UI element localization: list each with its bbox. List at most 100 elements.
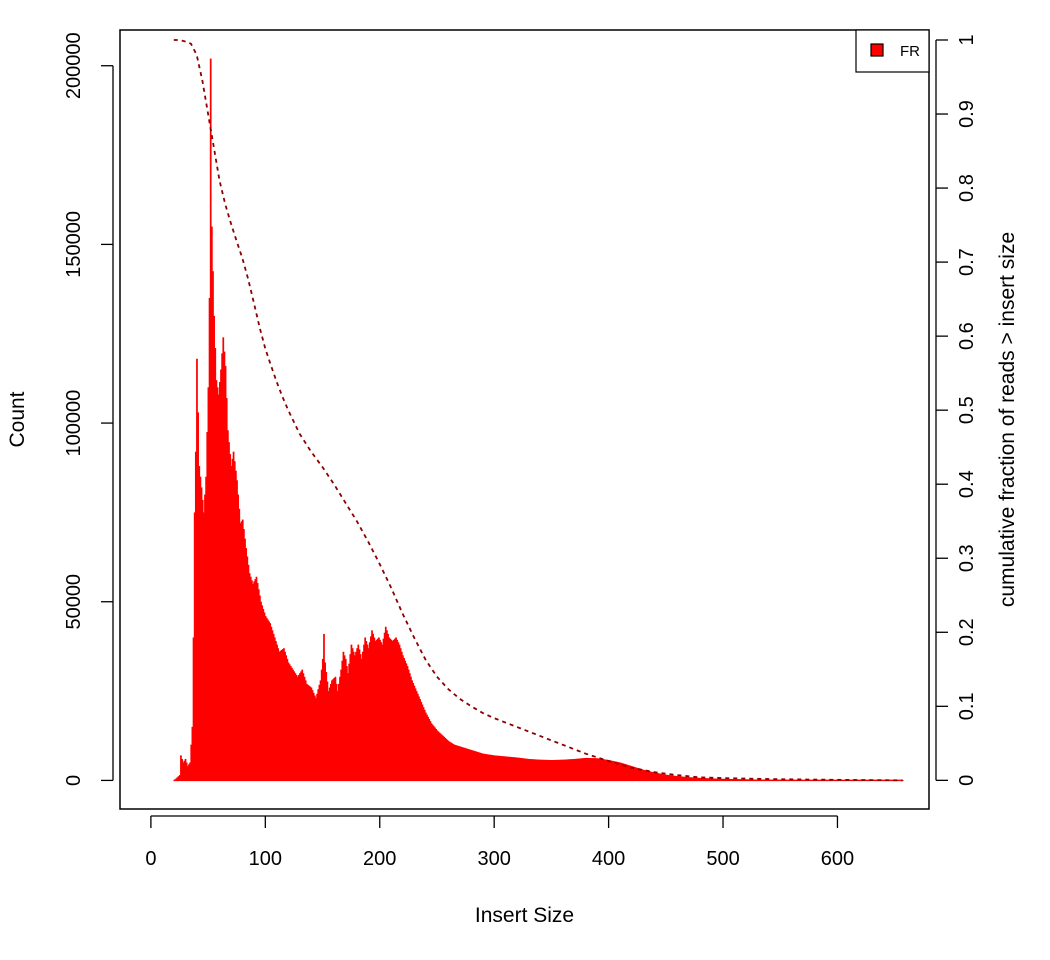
histogram-bar xyxy=(468,749,471,781)
histogram-bar xyxy=(279,650,282,781)
histogram-bar xyxy=(629,765,632,781)
histogram-bar xyxy=(711,778,713,781)
histogram-bar xyxy=(534,759,537,781)
histogram-bar xyxy=(660,773,663,781)
histogram-bar xyxy=(307,684,309,781)
histogram-bar xyxy=(202,512,205,781)
histogram-bar xyxy=(658,773,661,781)
histogram-bar xyxy=(267,619,269,781)
histogram-bar xyxy=(606,759,609,781)
histogram-bar xyxy=(410,676,412,781)
histogram-bar xyxy=(434,727,436,781)
histogram-bar xyxy=(684,776,687,781)
histogram-bar xyxy=(725,778,728,781)
histogram-bar xyxy=(222,337,225,781)
histogram-bar xyxy=(502,756,505,781)
histogram-bar xyxy=(277,648,280,781)
histogram-bar xyxy=(424,712,427,781)
histogram-bar xyxy=(555,759,558,781)
histogram-bar xyxy=(213,315,215,781)
y2-axis-title: cumulative fraction of reads > insert si… xyxy=(996,232,1019,607)
histogram-bar xyxy=(460,746,463,781)
histogram-bar xyxy=(456,745,459,781)
histogram-bar xyxy=(208,298,211,781)
histogram-bar xyxy=(264,616,267,781)
histogram-bar xyxy=(646,770,649,781)
histogram-bar xyxy=(272,633,275,781)
histogram-bar xyxy=(546,759,548,781)
y-tick-label: 100000 xyxy=(63,390,85,457)
histogram-bar xyxy=(455,745,458,781)
histogram-bar xyxy=(470,750,473,781)
histogram-bar xyxy=(341,660,344,781)
x-axis-title: Insert Size xyxy=(475,904,574,927)
histogram-bar xyxy=(200,487,203,781)
histogram-bar xyxy=(485,754,488,781)
histogram-bar xyxy=(723,778,726,781)
histogram-bar xyxy=(286,658,289,781)
histogram-bar xyxy=(432,726,435,781)
histogram-bar xyxy=(505,756,507,781)
histogram-bar xyxy=(691,777,694,781)
histogram-bar xyxy=(343,655,346,781)
histogram-bar xyxy=(350,644,353,781)
histogram-bar xyxy=(391,641,394,781)
histogram-bar xyxy=(532,759,535,781)
histogram-bar xyxy=(448,741,451,781)
histogram-bar xyxy=(543,759,546,781)
y2-tick-label: 0.3 xyxy=(956,544,978,572)
histogram-bar xyxy=(376,638,379,781)
histogram-bar xyxy=(695,777,697,781)
histogram-bar xyxy=(462,747,465,781)
histogram-bar xyxy=(210,226,213,781)
histogram-bar xyxy=(254,579,257,781)
histogram-bar xyxy=(590,758,593,781)
histogram-bar xyxy=(484,753,487,781)
histogram-bar xyxy=(247,564,250,781)
histogram-bar xyxy=(191,726,194,781)
histogram-bar xyxy=(506,756,508,781)
histogram-bar xyxy=(570,759,573,781)
histogram-bar xyxy=(320,669,323,781)
histogram-bar xyxy=(549,760,552,781)
y2-tick-label: 0.6 xyxy=(956,322,978,350)
histogram-bar xyxy=(619,762,622,781)
histogram-bar xyxy=(411,680,413,781)
histogram-bar xyxy=(207,387,210,781)
histogram-bar xyxy=(359,654,362,781)
histogram-bar xyxy=(304,680,307,781)
histogram-bar xyxy=(419,699,421,781)
histogram-bar xyxy=(439,733,442,781)
histogram-bar xyxy=(518,757,521,781)
histogram-bar xyxy=(463,747,466,781)
histogram-bar xyxy=(715,778,718,781)
histogram-bar xyxy=(436,730,439,781)
histogram-bar xyxy=(690,777,693,781)
histogram-bar xyxy=(303,676,306,781)
y-axis-left: 0 50000 100000 150000 200000 xyxy=(63,32,114,786)
histogram-bar xyxy=(649,771,651,781)
histogram-bar xyxy=(697,777,700,781)
histogram-bar xyxy=(288,664,291,781)
histogram-bar xyxy=(628,765,631,781)
histogram-bar xyxy=(611,760,614,781)
y2-tick-label: 0.8 xyxy=(956,174,978,202)
histogram-bar xyxy=(299,673,301,781)
histogram-bar xyxy=(427,716,429,781)
histogram-bar xyxy=(316,693,318,781)
histogram-bar xyxy=(500,756,503,781)
histogram-bar xyxy=(446,740,449,781)
histogram-bar xyxy=(352,651,355,781)
histogram-bar xyxy=(471,750,474,781)
histogram-bar xyxy=(537,759,539,781)
histogram-bar xyxy=(329,683,332,781)
histogram-bar xyxy=(486,754,489,781)
histogram-bar xyxy=(335,683,338,781)
histogram-bar xyxy=(676,776,679,781)
histogram-bar xyxy=(291,667,293,781)
histogram-bar xyxy=(712,778,714,781)
legend: FR xyxy=(855,29,930,73)
histogram-bar xyxy=(297,675,300,781)
histogram-bar xyxy=(558,759,561,781)
histogram-bar xyxy=(206,432,209,781)
